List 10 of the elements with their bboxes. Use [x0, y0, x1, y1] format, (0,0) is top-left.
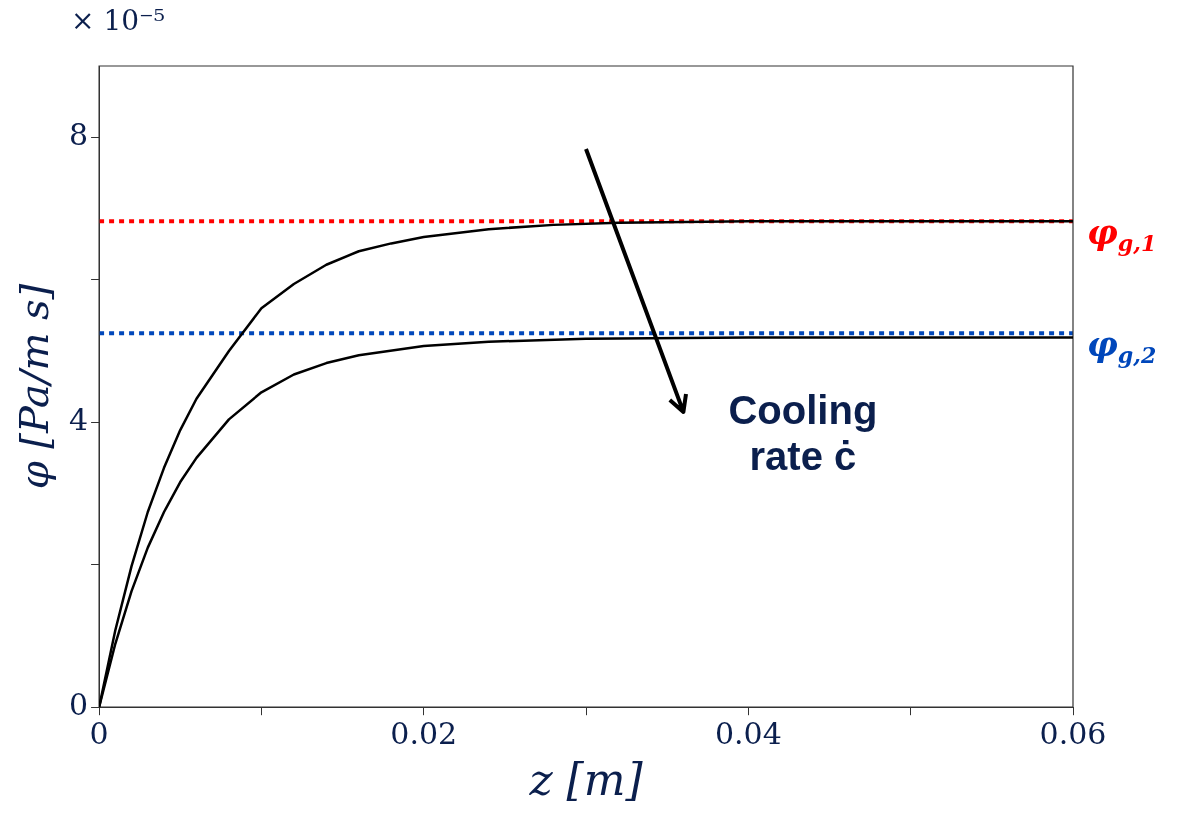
x-tick-label: 0.02: [390, 716, 458, 751]
y-tick-label: 4: [68, 402, 89, 438]
text: × 10⁻⁵: [71, 4, 166, 37]
x-axis-title: z [m]: [528, 754, 644, 806]
y-tick-label: 0: [68, 687, 89, 722]
y-tick-label: 8: [68, 117, 89, 153]
x-tick-label: 0.04: [714, 716, 782, 751]
annotation: Cooling rate ċ: [727, 386, 879, 479]
y-axis-title: φ [Pa/m s]: [11, 283, 58, 490]
x-tick-label: 0.06: [1039, 716, 1107, 751]
